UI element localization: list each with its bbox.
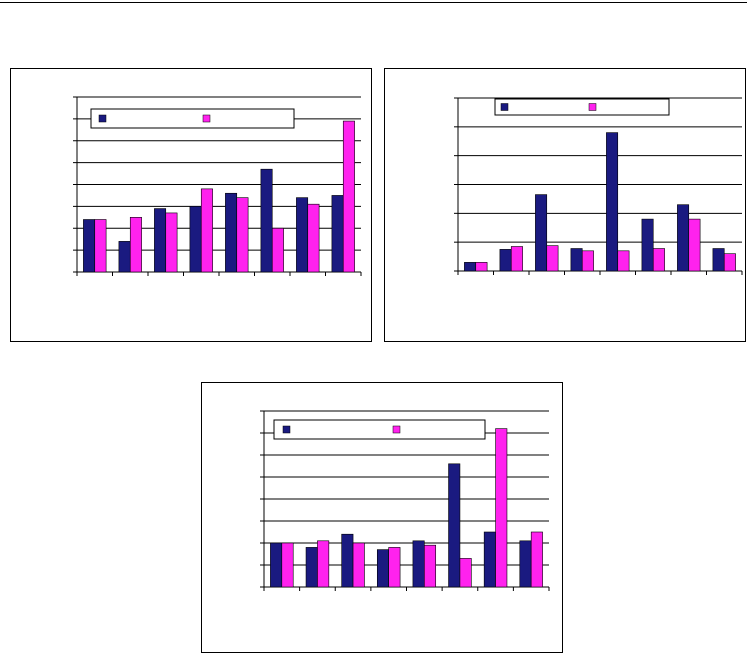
bar-series-1 (341, 533, 354, 588)
bar-series-2 (129, 217, 142, 273)
bar-series-2 (510, 246, 523, 272)
bar-series-1 (225, 192, 238, 273)
legend-box (494, 98, 670, 116)
bar-series-1 (641, 218, 654, 272)
legend-swatch-series-2 (588, 103, 597, 111)
legend-box (273, 419, 486, 440)
bar-series-2 (688, 218, 701, 272)
bar-series-2 (495, 428, 508, 588)
chart-frame-2 (384, 68, 746, 342)
bar-series-2 (236, 197, 249, 273)
bar-series-1 (154, 208, 167, 273)
bar-series-1 (535, 194, 548, 272)
chart-frame-1 (10, 68, 372, 342)
bar-series-1 (83, 219, 96, 273)
bar-series-2 (581, 250, 594, 272)
bar-series-2 (271, 227, 284, 273)
bar-series-1 (260, 168, 273, 273)
bar-series-1 (296, 197, 309, 273)
bar-series-2 (165, 212, 178, 273)
bar-series-2 (475, 262, 488, 272)
bar-series-1 (677, 204, 690, 272)
legend-swatch-series-2 (202, 114, 211, 123)
bar-series-2 (342, 120, 355, 273)
bar-series-2 (388, 547, 401, 588)
bar-series-1 (448, 463, 461, 588)
bar-series-1 (189, 206, 202, 273)
legend-swatch-series-1 (282, 425, 291, 434)
legend-swatch-series-1 (500, 103, 509, 111)
bar-series-1 (606, 132, 619, 272)
bar-series-2 (617, 250, 630, 272)
bar-series-2 (281, 542, 294, 588)
bar-series-1 (331, 195, 344, 273)
bar-chart-2 (454, 97, 743, 275)
bar-series-2 (94, 219, 107, 273)
bar-series-2 (424, 544, 437, 588)
legend-box (90, 108, 295, 129)
bar-series-1 (519, 540, 532, 588)
bar-series-2 (546, 245, 559, 272)
top-rule (0, 2, 747, 3)
legend-swatch-series-2 (392, 425, 401, 434)
bar-series-2 (200, 188, 213, 273)
bar-series-2 (723, 253, 736, 272)
bar-series-2 (459, 558, 472, 588)
chart-frame-3 (201, 382, 563, 653)
bar-series-2 (652, 248, 665, 272)
bar-series-1 (483, 531, 496, 588)
bar-series-1 (376, 549, 389, 588)
bar-series-1 (712, 248, 725, 272)
bar-series-1 (464, 262, 477, 272)
bar-chart-3 (260, 410, 550, 591)
legend-swatch-series-1 (98, 114, 107, 123)
bar-series-2 (530, 531, 543, 588)
bar-series-2 (352, 542, 365, 588)
bar-series-1 (570, 248, 583, 272)
bar-series-1 (305, 547, 318, 588)
bar-series-1 (118, 241, 131, 273)
bar-series-1 (412, 540, 425, 588)
bar-series-2 (317, 540, 330, 588)
bar-series-2 (307, 203, 320, 273)
bar-chart-1 (73, 96, 362, 276)
bar-series-1 (270, 542, 283, 588)
bar-series-1 (499, 249, 512, 272)
